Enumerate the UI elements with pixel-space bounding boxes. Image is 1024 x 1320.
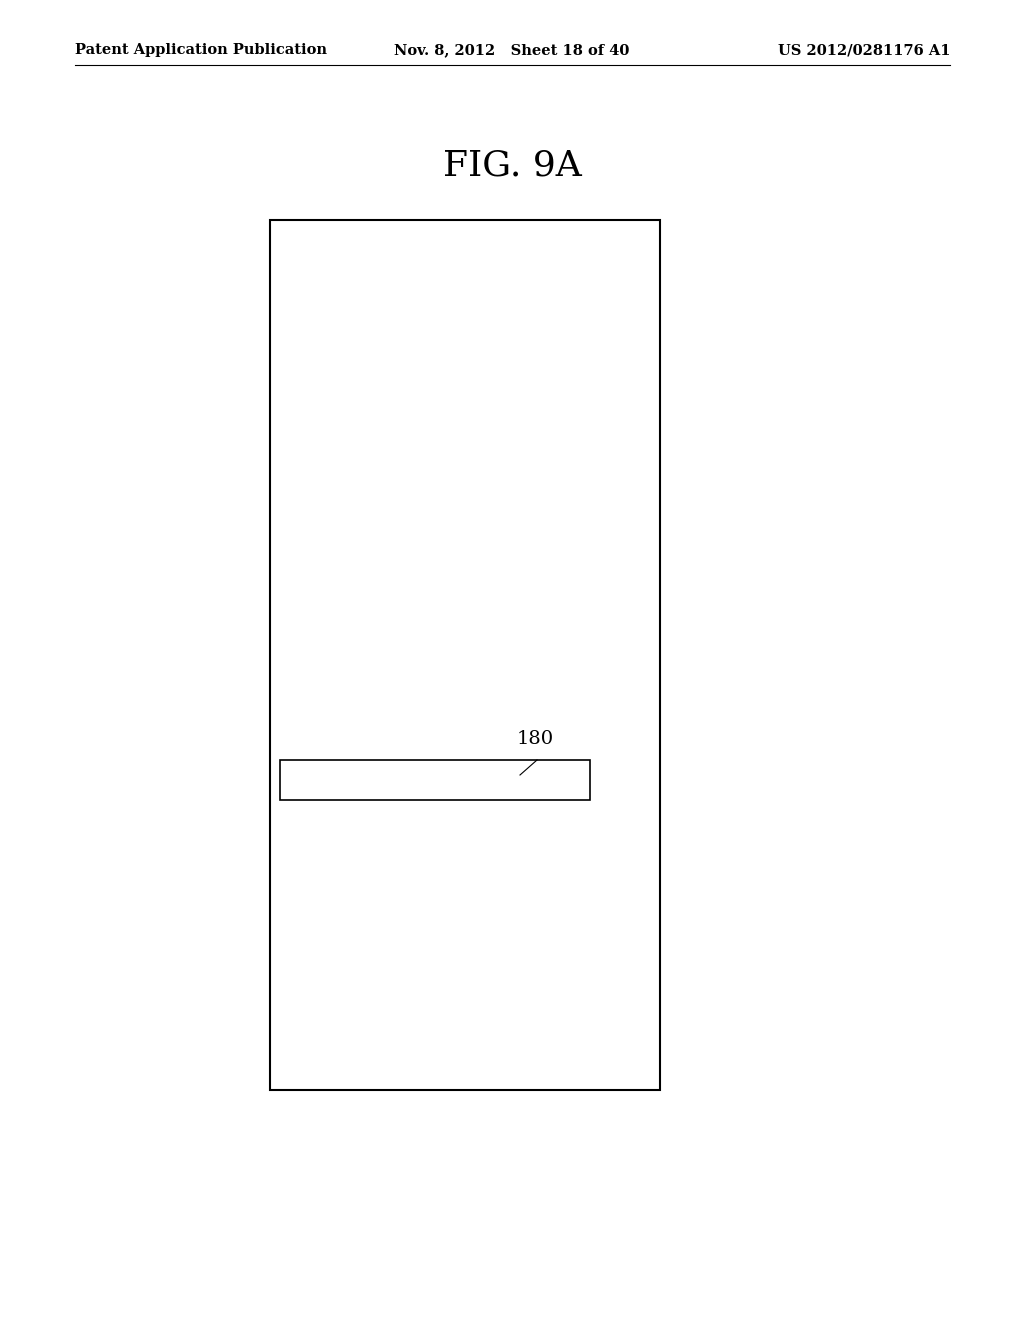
Bar: [280, 760, 590, 800]
Text: US 2012/0281176 A1: US 2012/0281176 A1: [777, 44, 950, 57]
Text: 180: 180: [516, 730, 554, 748]
Text: Nov. 8, 2012   Sheet 18 of 40: Nov. 8, 2012 Sheet 18 of 40: [394, 44, 630, 57]
Bar: [270, 220, 660, 1090]
Text: Patent Application Publication: Patent Application Publication: [75, 44, 327, 57]
Text: FIG. 9A: FIG. 9A: [442, 148, 582, 182]
